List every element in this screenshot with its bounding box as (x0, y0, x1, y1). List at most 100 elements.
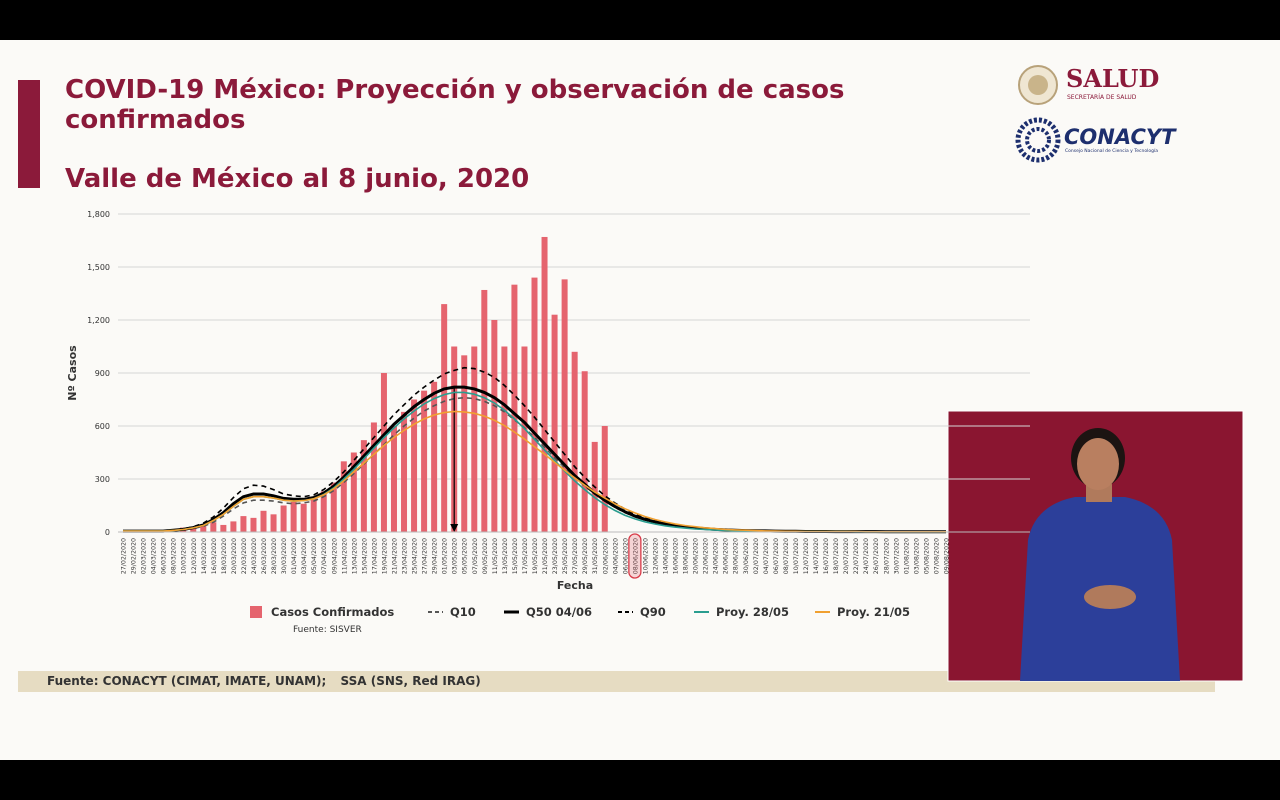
x-tick-label: 01/08/2020 (903, 538, 910, 574)
interpreter-video (947, 410, 1244, 682)
x-tick-label: 26/07/2020 (873, 538, 880, 574)
footer-left: Fuente: CONACYT (CIMAT, IMATE, UNAM); (47, 674, 327, 688)
x-tick-label: 04/07/2020 (763, 538, 770, 574)
x-tick-label: 03/04/2020 (301, 538, 308, 574)
bar (230, 521, 237, 532)
conacyt-logo: CONACYT (1064, 125, 1177, 149)
highlight-box (628, 533, 642, 579)
x-tick-label: 02/07/2020 (753, 538, 760, 574)
bar (561, 279, 568, 532)
x-tick-label: 10/06/2020 (642, 538, 649, 574)
bar (380, 373, 387, 532)
peak-arrow-head (450, 524, 459, 532)
x-tick-label: 15/04/2020 (361, 538, 368, 574)
source-note: Fuente: SISVER (293, 625, 362, 635)
slide: COVID-19 México: Proyección y observació… (0, 40, 1280, 760)
bar (310, 496, 317, 532)
x-tick-label: 03/05/2020 (452, 538, 459, 574)
y-tick-label: 1,800 (87, 210, 110, 219)
bar (330, 482, 337, 532)
bar (240, 516, 247, 532)
legend-swatch (250, 606, 262, 618)
y-axis-title: Nº Casos (66, 345, 79, 401)
conacyt-emblem-inner (1025, 127, 1051, 153)
x-tick-label: 10/03/2020 (181, 538, 188, 574)
x-tick-label: 12/03/2020 (191, 538, 198, 574)
person-hands (1084, 585, 1136, 609)
x-tick-label: 06/06/2020 (622, 538, 629, 574)
bar (501, 346, 508, 532)
line-1 (123, 396, 946, 533)
x-tick-label: 20/03/2020 (231, 538, 238, 574)
bar (390, 426, 397, 532)
bar (320, 491, 327, 532)
x-tick-label: 23/05/2020 (552, 538, 559, 574)
bar (481, 289, 488, 532)
x-tick-label: 05/04/2020 (311, 538, 318, 574)
x-tick-label: 22/06/2020 (703, 538, 710, 574)
salud-logo: SALUD (1066, 64, 1159, 93)
x-tick-label: 28/07/2020 (883, 538, 890, 574)
x-tick-label: 30/03/2020 (281, 538, 288, 574)
bar (200, 524, 207, 532)
x-tick-label: 21/04/2020 (391, 538, 398, 574)
bar (441, 304, 448, 532)
x-tick-label: 26/03/2020 (261, 538, 268, 574)
bar (210, 522, 217, 532)
x-tick-label: 26/06/2020 (723, 538, 730, 574)
x-tick-label: 13/05/2020 (502, 538, 509, 574)
x-tick-label: 24/07/2020 (863, 538, 870, 574)
y-tick-label: 900 (95, 369, 110, 378)
x-tick-label: 18/06/2020 (683, 538, 690, 574)
x-tick-label: 06/07/2020 (773, 538, 780, 574)
bar (551, 314, 558, 532)
x-tick-label: 17/05/2020 (522, 538, 529, 574)
x-axis-title: Fecha (557, 579, 593, 592)
x-tick-label: 22/03/2020 (241, 538, 248, 574)
x-tick-label: 05/08/2020 (923, 538, 930, 574)
salud-sub: SECRETARÍA DE SALUD (1067, 94, 1137, 101)
x-tick-label: 29/04/2020 (432, 538, 439, 574)
bar (471, 346, 478, 532)
x-tick-label: 30/06/2020 (743, 538, 750, 574)
x-tick-label: 04/03/2020 (151, 538, 158, 574)
conacyt-emblem (1015, 117, 1061, 163)
person-face (1077, 438, 1119, 490)
conacyt-sub: Consejo Nacional de Ciencia y Tecnología (1065, 147, 1158, 154)
x-tick-label: 27/02/2020 (121, 538, 128, 574)
x-tick-label: 17/04/2020 (371, 538, 378, 574)
subtitle: Valle de México al 8 junio, 2020 (65, 164, 530, 194)
bar (280, 505, 287, 532)
legend-label: Proy. 28/05 (716, 605, 789, 619)
y-tick-label: 0 (105, 528, 110, 537)
bar (220, 524, 227, 532)
x-tick-label: 19/05/2020 (532, 538, 539, 574)
bar (571, 351, 578, 532)
x-tick-label: 21/05/2020 (542, 538, 549, 574)
x-tick-label: 06/03/2020 (161, 538, 168, 574)
x-tick-label: 09/08/2020 (944, 538, 951, 574)
x-tick-label: 25/04/2020 (412, 538, 419, 574)
x-tick-label: 19/04/2020 (381, 538, 388, 574)
x-tick-label: 24/03/2020 (251, 538, 258, 574)
x-tick-label: 31/05/2020 (592, 538, 599, 574)
bar (250, 517, 257, 532)
y-tick-label: 1,500 (87, 263, 110, 272)
x-tick-label: 27/04/2020 (422, 538, 429, 574)
x-tick-label: 24/06/2020 (713, 538, 720, 574)
x-tick-label: 16/03/2020 (211, 538, 218, 574)
x-tick-label: 12/06/2020 (652, 538, 659, 574)
bar (350, 452, 357, 532)
x-tick-label: 09/05/2020 (482, 538, 489, 574)
bar (300, 503, 307, 532)
x-tick-label: 27/05/2020 (572, 538, 579, 574)
bar (421, 390, 428, 532)
x-tick-label: 12/07/2020 (803, 538, 810, 574)
bar (260, 510, 267, 532)
x-tick-label: 07/05/2020 (472, 538, 479, 574)
legend-label: Casos Confirmados (271, 605, 394, 619)
bar (340, 461, 347, 532)
x-tick-label: 01/04/2020 (291, 538, 298, 574)
x-tick-label: 08/07/2020 (783, 538, 790, 574)
bar (601, 426, 608, 532)
